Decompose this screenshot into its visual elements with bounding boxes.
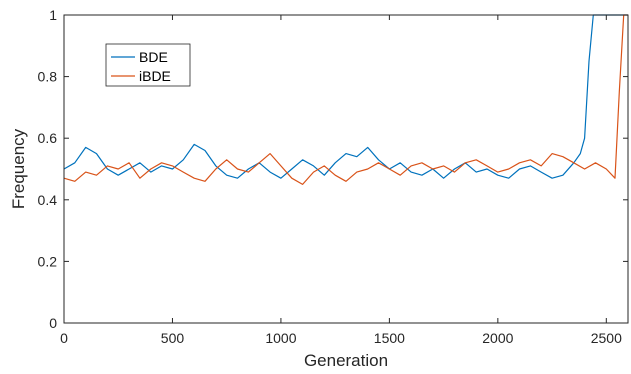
- x-tick-label: 1000: [265, 330, 296, 346]
- axes-box: [63, 14, 629, 324]
- y-axis-ticks: 0 0.2 0.4 0.6 0.8 1: [38, 7, 628, 331]
- legend: BDE iBDE: [105, 43, 191, 87]
- legend-box: [105, 43, 191, 87]
- y-tick-label: 0.2: [38, 253, 58, 269]
- x-tick-label: 0: [60, 330, 68, 346]
- legend-label-ibde: iBDE: [139, 68, 171, 84]
- x-tick-label: 2000: [482, 330, 513, 346]
- y-tick-label: 0.6: [38, 130, 58, 146]
- series-line-ibde: [63, 14, 628, 185]
- y-tick-label: 0.4: [38, 192, 58, 208]
- series-layer: [63, 14, 628, 185]
- x-tick-label: 500: [161, 330, 185, 346]
- x-axis-ticks: 0 500 1000 1500 2000 2500: [60, 15, 622, 346]
- y-axis-title: Frequency: [9, 128, 28, 209]
- y-tick-label: 1: [49, 7, 57, 23]
- x-tick-label: 2500: [591, 330, 622, 346]
- x-tick-label: 1500: [374, 330, 405, 346]
- y-tick-label: 0.8: [38, 69, 58, 85]
- series-line-bde: [63, 14, 628, 179]
- y-tick-label: 0: [49, 315, 57, 331]
- legend-label-bde: BDE: [139, 49, 168, 65]
- x-axis-title: Generation: [304, 351, 388, 370]
